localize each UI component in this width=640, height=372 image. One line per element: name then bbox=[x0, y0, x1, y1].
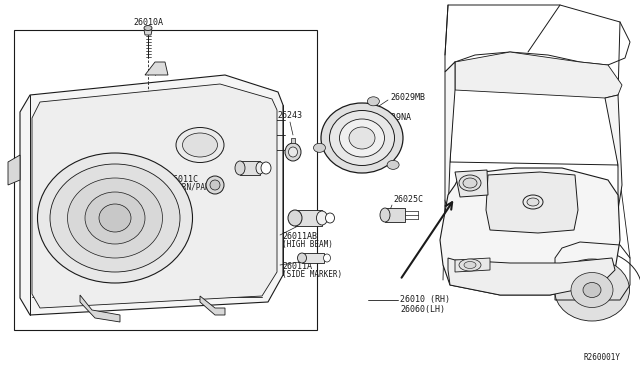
Ellipse shape bbox=[339, 119, 385, 157]
Text: 26011AB: 26011AB bbox=[282, 232, 317, 241]
Ellipse shape bbox=[261, 162, 271, 174]
Ellipse shape bbox=[67, 178, 163, 258]
Ellipse shape bbox=[554, 259, 630, 321]
Polygon shape bbox=[291, 138, 295, 143]
Ellipse shape bbox=[144, 26, 152, 31]
Text: 26010A: 26010A bbox=[133, 18, 163, 27]
Polygon shape bbox=[605, 95, 622, 210]
Ellipse shape bbox=[330, 110, 394, 166]
Text: 26010 (RH): 26010 (RH) bbox=[400, 295, 450, 304]
Polygon shape bbox=[486, 172, 578, 233]
Ellipse shape bbox=[571, 273, 613, 308]
Polygon shape bbox=[240, 161, 260, 175]
Ellipse shape bbox=[527, 198, 539, 206]
Ellipse shape bbox=[317, 211, 328, 225]
Ellipse shape bbox=[182, 133, 218, 157]
Polygon shape bbox=[385, 208, 405, 222]
Polygon shape bbox=[8, 155, 20, 185]
Polygon shape bbox=[455, 258, 490, 272]
Ellipse shape bbox=[285, 143, 301, 161]
Text: R260001Y: R260001Y bbox=[583, 353, 620, 362]
Ellipse shape bbox=[50, 164, 180, 272]
Ellipse shape bbox=[459, 259, 481, 271]
Text: 26243: 26243 bbox=[278, 111, 303, 120]
Ellipse shape bbox=[463, 178, 477, 188]
Text: (SIDE MARKER): (SIDE MARKER) bbox=[282, 270, 342, 279]
Polygon shape bbox=[32, 84, 277, 308]
Ellipse shape bbox=[380, 208, 390, 222]
Polygon shape bbox=[455, 52, 622, 98]
Ellipse shape bbox=[523, 195, 543, 209]
Ellipse shape bbox=[321, 103, 403, 173]
Text: 26060(LH): 26060(LH) bbox=[400, 305, 445, 314]
Text: (HIGH BEAM): (HIGH BEAM) bbox=[282, 240, 333, 249]
Ellipse shape bbox=[326, 213, 335, 223]
Ellipse shape bbox=[288, 210, 302, 226]
Ellipse shape bbox=[289, 147, 298, 157]
Ellipse shape bbox=[210, 180, 220, 190]
Polygon shape bbox=[455, 170, 488, 197]
Ellipse shape bbox=[206, 176, 224, 194]
Text: 26011A: 26011A bbox=[282, 262, 312, 271]
Polygon shape bbox=[295, 210, 322, 226]
Ellipse shape bbox=[256, 162, 264, 174]
Text: 26029MB: 26029MB bbox=[390, 93, 425, 102]
Ellipse shape bbox=[464, 262, 476, 269]
Ellipse shape bbox=[38, 153, 193, 283]
Ellipse shape bbox=[99, 204, 131, 232]
Ellipse shape bbox=[367, 97, 380, 106]
Ellipse shape bbox=[387, 160, 399, 169]
Ellipse shape bbox=[323, 254, 330, 262]
Ellipse shape bbox=[314, 143, 326, 153]
Ellipse shape bbox=[349, 127, 375, 149]
Polygon shape bbox=[145, 62, 168, 75]
Ellipse shape bbox=[583, 282, 601, 298]
Polygon shape bbox=[200, 296, 225, 315]
Text: 26025C: 26025C bbox=[393, 196, 423, 205]
Polygon shape bbox=[302, 253, 324, 263]
Text: 26011C: 26011C bbox=[168, 175, 198, 184]
Text: 26029NA: 26029NA bbox=[376, 113, 411, 122]
Polygon shape bbox=[80, 295, 120, 322]
Polygon shape bbox=[445, 62, 455, 215]
Polygon shape bbox=[440, 168, 620, 295]
Bar bbox=[14, 30, 317, 330]
Ellipse shape bbox=[235, 161, 245, 175]
Ellipse shape bbox=[459, 175, 481, 191]
Polygon shape bbox=[448, 258, 615, 295]
Ellipse shape bbox=[176, 128, 224, 163]
Polygon shape bbox=[20, 75, 283, 315]
Ellipse shape bbox=[85, 192, 145, 244]
Polygon shape bbox=[144, 30, 152, 35]
Ellipse shape bbox=[298, 253, 307, 263]
Text: (TURN/PARK): (TURN/PARK) bbox=[168, 183, 219, 192]
